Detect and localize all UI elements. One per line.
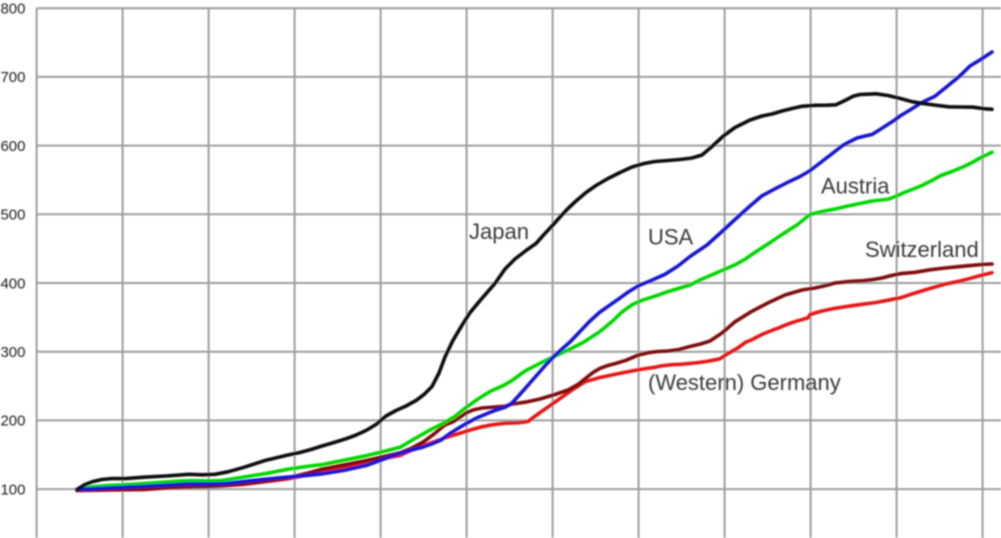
svg-text:500: 500: [0, 207, 25, 224]
svg-text:Japan: Japan: [469, 219, 529, 244]
svg-text:(Western) Germany: (Western) Germany: [648, 370, 841, 395]
svg-text:800: 800: [0, 1, 25, 18]
svg-text:USA: USA: [648, 225, 694, 250]
svg-text:Switzerland: Switzerland: [865, 237, 979, 262]
svg-text:200: 200: [0, 413, 25, 430]
svg-text:300: 300: [0, 344, 25, 361]
svg-text:600: 600: [0, 138, 25, 155]
svg-text:100: 100: [0, 481, 25, 498]
svg-text:700: 700: [0, 69, 25, 86]
svg-text:400: 400: [0, 275, 25, 292]
svg-text:Austria: Austria: [821, 174, 890, 199]
